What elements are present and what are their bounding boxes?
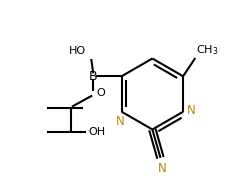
Text: OH: OH [88,127,105,137]
Text: B: B [89,70,98,83]
Text: N: N [116,115,125,128]
Text: N: N [158,162,167,175]
Text: CH$_3$: CH$_3$ [196,43,219,57]
Text: HO: HO [69,46,86,56]
Text: N: N [187,104,196,117]
Text: O: O [96,88,105,98]
